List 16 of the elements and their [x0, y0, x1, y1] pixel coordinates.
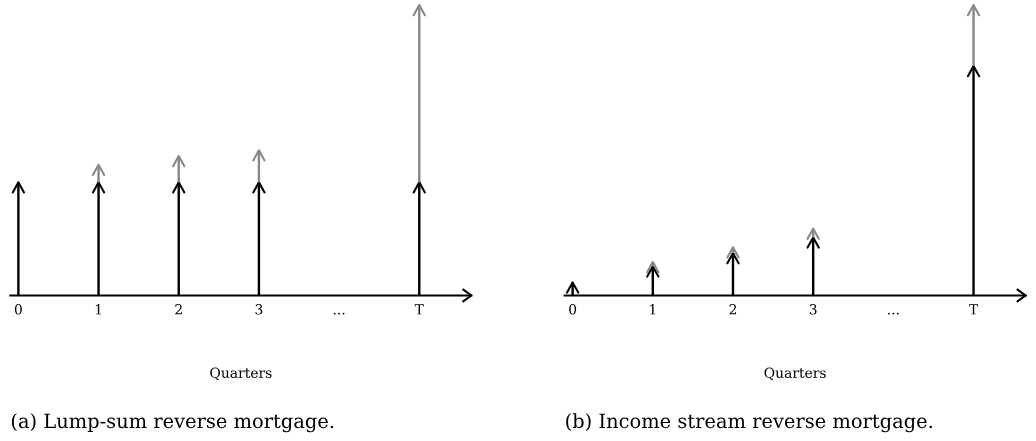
text: (a) Lump-sum reverse mortgage. [11, 413, 334, 433]
x-tick-label: 1 [650, 304, 656, 315]
x-axis-title: Quarters [764, 367, 826, 381]
x-tick-label: 2 [729, 304, 737, 315]
x-tick-label: T [969, 304, 979, 315]
text: (b) Income stream reverse mortgage. [566, 413, 933, 433]
x-tick-label: 1 [95, 304, 101, 315]
x-tick-label: ... [333, 312, 345, 315]
x-tick-label: ... [888, 312, 899, 315]
x-tick-label: 0 [569, 304, 577, 315]
x-tick-label: T [414, 304, 424, 315]
x-tick-label: 3 [255, 304, 263, 315]
x-tick-label: 3 [809, 304, 817, 315]
x-tick-label: 0 [14, 304, 22, 315]
x-axis-title: Quarters [210, 367, 272, 381]
x-tick-label: 2 [175, 304, 182, 315]
